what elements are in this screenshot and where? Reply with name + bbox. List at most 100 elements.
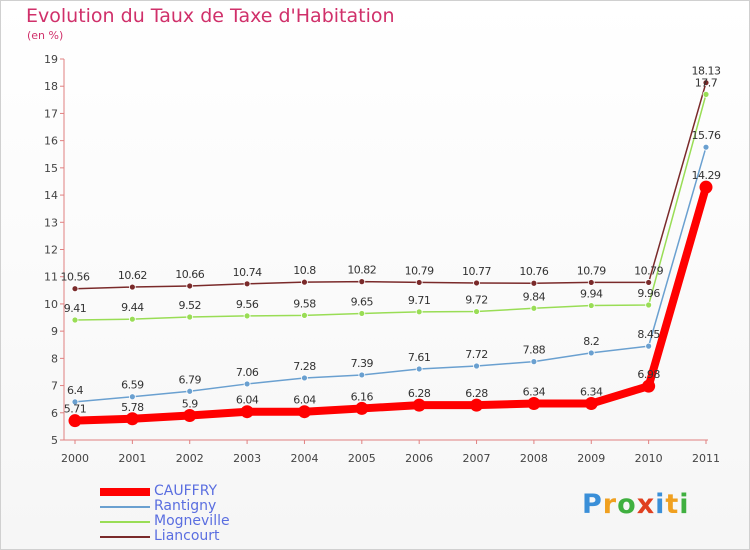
data-point-cauffry [125, 412, 139, 426]
y-tick-label: 10 [44, 298, 58, 311]
data-label-rantigny: 6.59 [121, 379, 144, 392]
data-point-mogneville [473, 308, 480, 315]
data-label-cauffry: 6.04 [293, 394, 316, 407]
data-point-mogneville [645, 301, 653, 309]
legend-swatch-mogneville [100, 520, 150, 523]
data-label-liancourt: 10.76 [519, 265, 548, 278]
data-label-mogneville: 9.52 [178, 299, 201, 312]
data-label-mogneville: 9.71 [408, 294, 431, 307]
data-label-cauffry: 6.28 [465, 387, 488, 400]
data-label-mogneville: 9.44 [121, 301, 144, 314]
data-point-rantigny [587, 349, 595, 357]
legend-label-rantigny: Rantigny [154, 498, 217, 514]
data-point-liancourt [358, 278, 366, 286]
legend-swatch-cauffry [100, 487, 150, 496]
data-label-rantigny: 6.79 [178, 373, 201, 386]
logo-letter: r [602, 489, 618, 520]
data-point-rantigny [415, 365, 423, 373]
series-line-mogneville [74, 93, 707, 321]
data-label-rantigny: 7.06 [236, 366, 259, 379]
data-label-rantigny: 7.61 [408, 351, 431, 364]
data-label-rantigny: 7.39 [351, 357, 374, 370]
x-tick-label: 2010 [635, 452, 663, 465]
data-point-mogneville [71, 316, 79, 324]
legend-item-mogneville: Mogneville [100, 514, 230, 529]
data-point-mogneville [530, 304, 538, 312]
data-point-rantigny [186, 387, 194, 395]
data-label-cauffry: 6.98 [637, 368, 660, 381]
y-tick-label: 8 [51, 352, 58, 365]
data-point-liancourt [702, 79, 710, 87]
data-label-mogneville: 17.7 [695, 76, 718, 89]
data-label-cauffry: 6.34 [580, 386, 603, 399]
data-point-cauffry [240, 405, 254, 419]
legend-item-liancourt: Liancourt [100, 529, 230, 544]
data-point-rantigny [128, 393, 136, 401]
data-label-rantigny: 7.88 [523, 344, 546, 357]
data-label-liancourt: 10.82 [347, 264, 376, 277]
x-tick-label: 2008 [520, 452, 548, 465]
data-label-liancourt: 10.62 [118, 269, 147, 282]
data-label-mogneville: 9.58 [293, 297, 316, 310]
data-point-rantigny [358, 371, 366, 379]
logo-letter: t [665, 489, 680, 520]
y-tick-label: 6 [51, 407, 58, 420]
x-tick-label: 2006 [405, 452, 433, 465]
data-point-liancourt [530, 279, 538, 287]
logo-letter: i [679, 489, 690, 520]
data-label-rantigny: 6.4 [67, 384, 83, 397]
series-line-liancourt [74, 81, 707, 290]
data-point-rantigny [473, 362, 480, 370]
x-tick-label: 2009 [577, 452, 605, 465]
data-label-cauffry: 6.28 [408, 387, 431, 400]
data-label-rantigny: 7.72 [465, 348, 488, 361]
series-line-cauffry [71, 183, 710, 425]
x-tick-label: 2004 [290, 452, 318, 465]
y-tick-label: 16 [44, 135, 58, 148]
data-label-liancourt: 10.56 [61, 271, 90, 284]
data-point-cauffry [183, 409, 197, 423]
data-label-mogneville: 9.72 [465, 294, 488, 307]
y-tick-label: 14 [44, 189, 58, 202]
x-tick-label: 2002 [176, 452, 204, 465]
series-line-rantigny [74, 146, 707, 403]
legend: CAUFFRY Rantigny Mogneville Liancourt [100, 484, 230, 544]
data-label-liancourt: 10.77 [462, 265, 491, 278]
x-tick-label: 2011 [692, 452, 720, 465]
y-tick-label: 15 [44, 162, 58, 175]
y-tick-label: 11 [44, 271, 58, 284]
data-point-cauffry [355, 401, 369, 415]
data-point-cauffry [470, 398, 484, 412]
chart-title: Evolution du Taux de Taxe d'Habitation [26, 5, 395, 27]
chart-subtitle: (en %) [27, 29, 64, 42]
data-point-liancourt [128, 283, 136, 291]
data-point-liancourt [243, 280, 251, 288]
data-point-mogneville [587, 302, 595, 309]
data-label-cauffry: 5.71 [64, 403, 87, 416]
data-label-mogneville: 9.84 [523, 290, 546, 303]
data-label-cauffry: 6.04 [236, 394, 259, 407]
data-point-cauffry [527, 397, 541, 411]
data-point-liancourt [473, 279, 480, 287]
data-point-liancourt [645, 279, 653, 286]
data-point-rantigny [645, 342, 653, 350]
x-tick-label: 2003 [233, 452, 261, 465]
data-label-mogneville: 9.94 [580, 288, 603, 301]
y-tick-label: 19 [44, 53, 58, 66]
data-point-rantigny [301, 374, 308, 382]
data-point-rantigny [702, 143, 710, 151]
y-tick-label: 5 [51, 434, 58, 447]
data-point-liancourt [587, 279, 595, 286]
data-point-cauffry [297, 405, 311, 419]
legend-label-mogneville: Mogneville [154, 513, 230, 529]
legend-swatch-rantigny [100, 505, 150, 508]
data-point-rantigny [243, 380, 251, 388]
legend-label-liancourt: Liancourt [154, 528, 220, 544]
data-point-liancourt [415, 279, 423, 286]
data-label-mogneville: 9.96 [637, 287, 660, 300]
data-point-cauffry [412, 398, 426, 412]
data-point-liancourt [186, 282, 194, 290]
y-tick-label: 12 [44, 244, 58, 257]
x-tick-label: 2001 [118, 452, 146, 465]
